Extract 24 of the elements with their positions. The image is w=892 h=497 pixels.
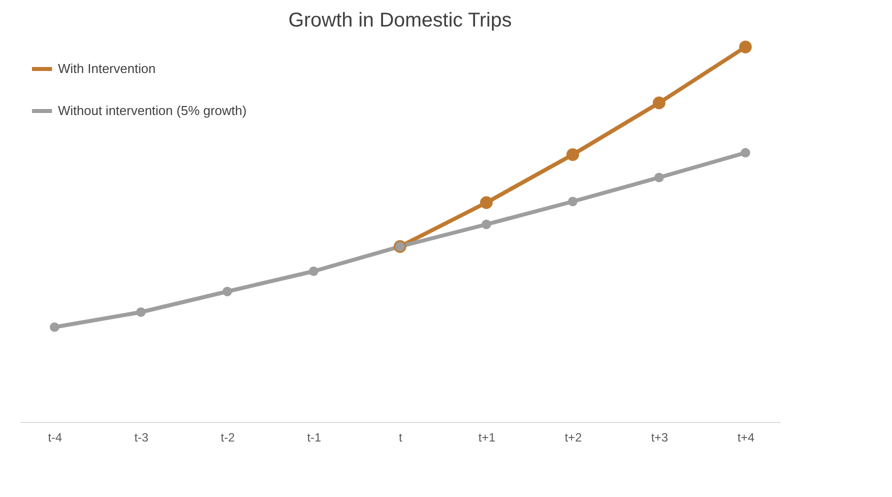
x-tick-label: t+2: [564, 430, 582, 444]
x-tick-label: t+1: [478, 430, 496, 444]
point: [654, 172, 664, 182]
point: [308, 266, 318, 276]
point: [740, 148, 750, 158]
x-tick-label: t-1: [307, 430, 322, 444]
x-tick-label: t-2: [220, 430, 236, 444]
x-tick-label: t+4: [737, 430, 755, 444]
legend-label: With Intervention: [58, 61, 156, 76]
x-tick-label: t-4: [48, 430, 62, 444]
point: [566, 148, 580, 161]
point: [652, 96, 666, 110]
point: [136, 307, 146, 317]
point: [222, 286, 232, 296]
point: [568, 196, 578, 206]
chart-title: Growth in Domestic Trips: [288, 10, 512, 32]
point: [480, 196, 493, 209]
point: [482, 220, 492, 230]
legend-label: Without intervention (5% growth): [58, 103, 247, 118]
x-tick-label: t-3: [134, 430, 149, 444]
point: [50, 322, 60, 332]
point: [739, 40, 752, 54]
x-tick-label: t: [398, 430, 403, 444]
x-tick-label: t+3: [651, 430, 668, 444]
